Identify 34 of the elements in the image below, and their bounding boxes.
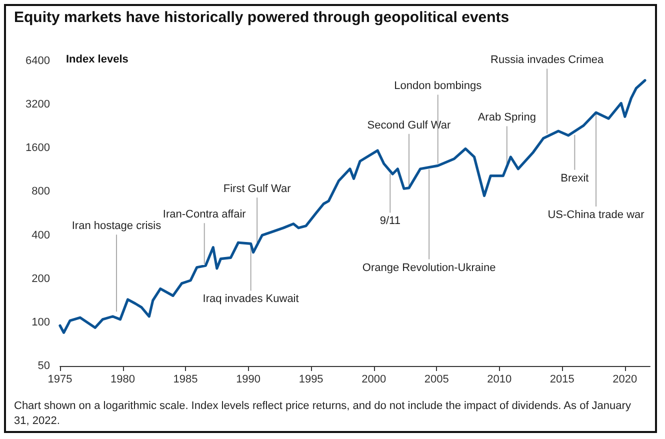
y-tick-label: 800 <box>32 186 50 198</box>
annotation: Iran hostage crisis <box>72 220 162 232</box>
annotation: Brexit <box>560 172 589 184</box>
y-tick-label: 1600 <box>26 142 50 154</box>
x-tick-label: 2005 <box>424 374 449 386</box>
y-tick-label: 6400 <box>26 55 50 67</box>
text: Chart shown on a logarithmic scale. Index levels reflect price returns, and do not include the impact of dividends. As of January 31, 2022. <box>14 399 632 429</box>
annotation: London bombings <box>394 80 482 92</box>
x-tick-label: 2020 <box>612 374 638 386</box>
x-tick-label: 2015 <box>550 374 574 386</box>
annotation: First Gulf War <box>223 183 292 196</box>
x-tick-label: 1995 <box>298 374 324 386</box>
x-tick-label: 2000 <box>362 374 386 386</box>
annotation: Orange Revolution-Ukraine <box>362 262 496 274</box>
x-tick-label: 1990 <box>236 374 261 386</box>
annotation: Russia invades Crimea <box>490 54 604 66</box>
annotation: Arab Spring <box>478 112 536 124</box>
y-tick-label: 200 <box>32 272 50 285</box>
annotation: Second Gulf War <box>367 119 451 132</box>
y-axis-title: Index levels <box>66 54 128 66</box>
chart-title: Equity markets have historically powered through geopolitical events <box>14 9 510 26</box>
line-series <box>58 79 646 334</box>
x-tick-label: 1980 <box>110 374 136 386</box>
annotation: 9/11 <box>380 215 400 228</box>
y-tick-label: 3200 <box>26 98 50 111</box>
y-tick-label: 50 <box>38 360 50 372</box>
y-tick-label: 400 <box>32 229 50 242</box>
x-tick-label: 2010 <box>487 374 512 386</box>
annotation: Iraq invades Kuwait <box>202 293 299 306</box>
y-tick-label: 100 <box>32 316 50 328</box>
x-tick-label: 1975 <box>48 374 72 386</box>
annotation: US-China trade war <box>548 209 645 222</box>
annotation: Iran-Contra affair <box>162 208 246 221</box>
x-tick-label: 1985 <box>173 374 198 386</box>
